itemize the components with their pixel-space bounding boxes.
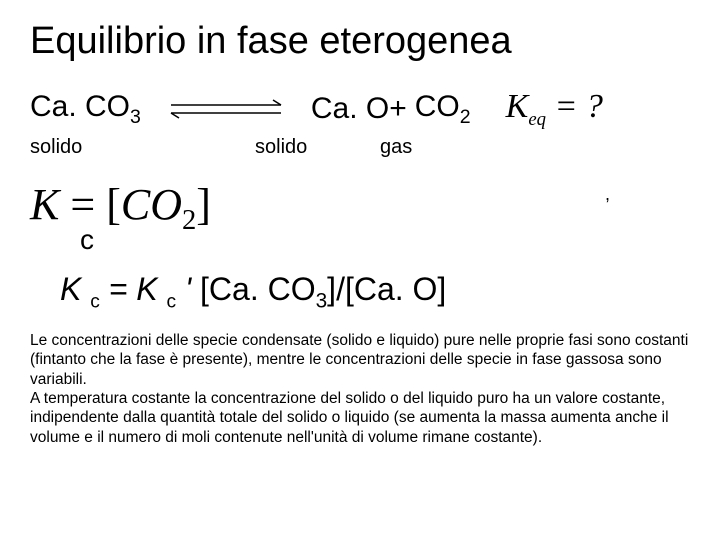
reaction-equation: Ca. CO3 Ca. O+ CO2 Keq = ? — [30, 88, 690, 131]
product-2-text: CO — [415, 90, 460, 123]
product-2: CO2 — [415, 90, 471, 129]
kc2-sub: 3 — [316, 289, 328, 312]
phase-2: solido — [255, 136, 375, 159]
phase-labels: solido solido gas — [30, 136, 690, 159]
keq-k: K — [506, 88, 529, 125]
kc2-k1: K — [60, 271, 90, 307]
product-1: Ca. O+ — [311, 92, 407, 126]
kc-eq: = — [70, 180, 106, 229]
body-paragraph: Le concentrazioni delle specie condensat… — [30, 331, 690, 447]
product-2-sub: 2 — [460, 106, 471, 128]
kc2-eq: = — [100, 271, 136, 307]
kc2-c2: c — [167, 291, 177, 312]
kc2-open: [Ca. CO — [191, 271, 315, 307]
kc2-mid: ]/[Ca. O] — [327, 271, 446, 307]
keq-expression: Keq = ? — [506, 88, 603, 131]
phase-3: gas — [380, 136, 412, 159]
kc-k: K — [30, 180, 59, 229]
reactant: Ca. CO3 — [30, 90, 141, 129]
kc-expanded: K c = K c ' [Ca. CO3]/[Ca. O] — [60, 271, 690, 313]
kc-rbracket: ] — [196, 180, 211, 229]
kc2-k2: K — [136, 271, 166, 307]
reactant-text: Ca. CO — [30, 90, 130, 123]
phase-1: solido — [30, 136, 180, 159]
kc-equation: , K = [CO2] — [30, 179, 690, 237]
keq-sub: eq — [528, 109, 546, 130]
comma-mark: , — [605, 184, 610, 205]
kc2-c1: c — [90, 291, 100, 312]
kc-co2-sub: 2 — [182, 205, 196, 236]
kc-co2: CO — [121, 180, 182, 229]
equilibrium-arrows-icon — [161, 94, 291, 124]
kc-lbracket: [ — [106, 180, 121, 229]
reactant-sub: 3 — [130, 106, 141, 128]
page-title: Equilibrio in fase eterogenea — [30, 20, 690, 63]
kc2-prime: ' — [176, 271, 191, 307]
keq-rest: = ? — [546, 88, 603, 125]
